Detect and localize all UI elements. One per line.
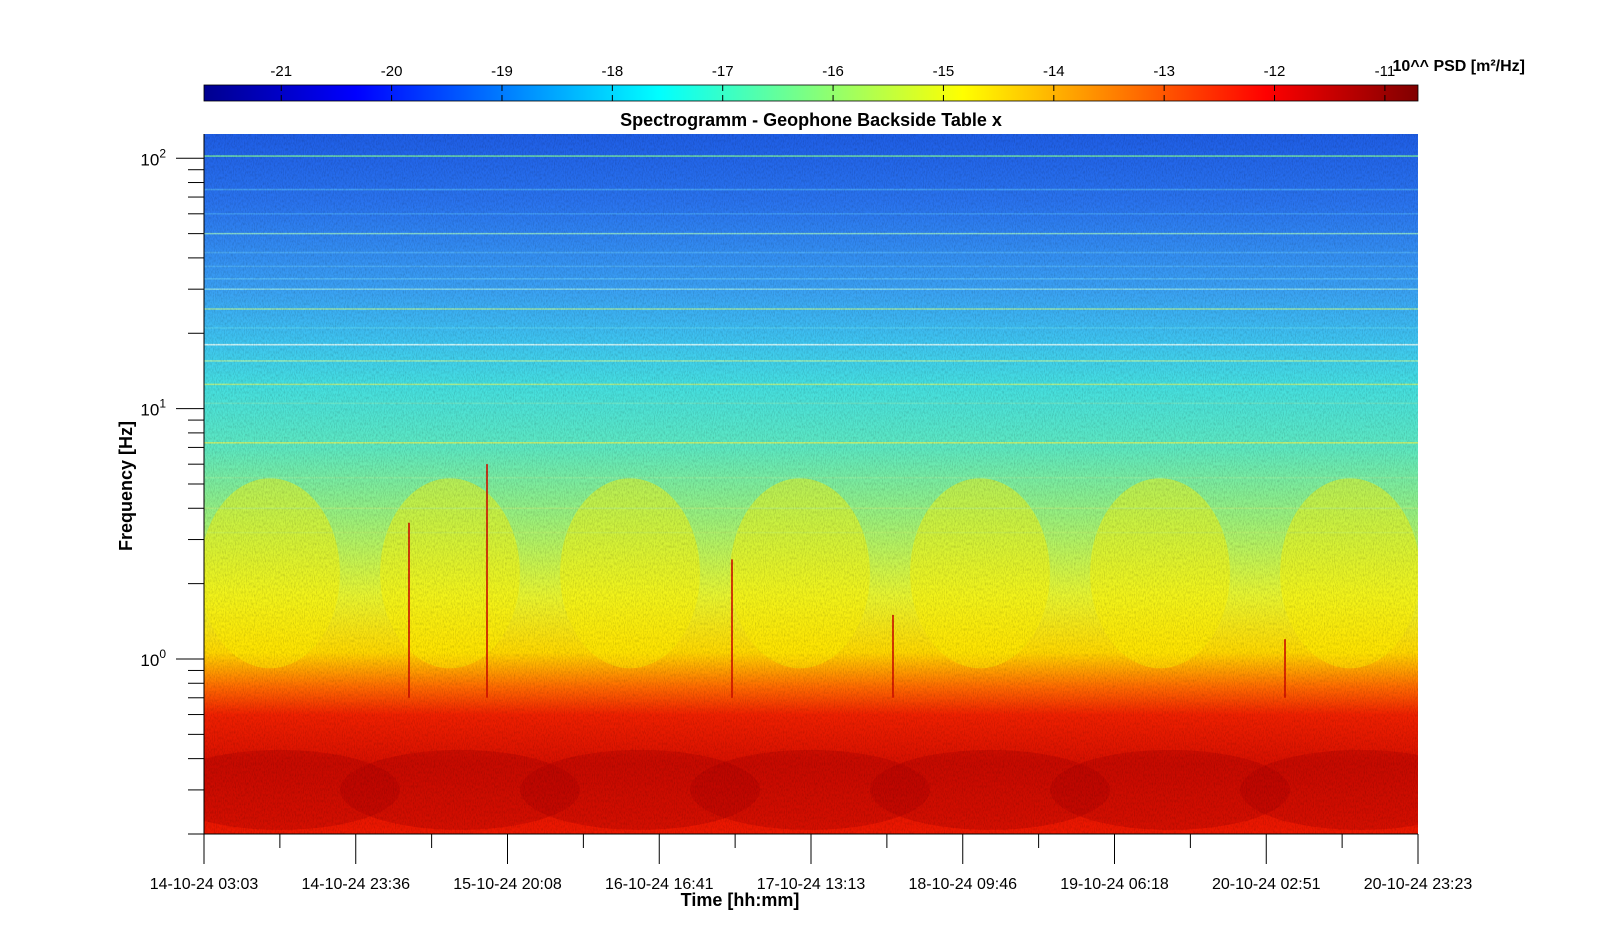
x-axis: 14-10-24 03:03 14-10-24 23:36 15-10-24 20:… (150, 833, 1473, 893)
colorbar-tick-label: -14 (1043, 63, 1065, 80)
colorbar: -21 -20 -19 -18 -17 -16 -15 -14 -13 -12 -11 10^^ P… (203, 58, 1525, 102)
y-tick-label: 100 (140, 647, 166, 670)
colorbar-tick-label: -21 (270, 63, 292, 80)
colorbar-tick-label: -16 (822, 63, 844, 80)
y-axis-label: Frequency [Hz] (116, 421, 136, 551)
x-tick-label: 19-10-24 06:18 (1060, 876, 1169, 893)
x-tick-label: 17-10-24 13:13 (757, 876, 866, 893)
x-tick-label: 14-10-24 23:36 (301, 876, 410, 893)
x-tick-label: 16-10-24 16:41 (605, 876, 714, 893)
colorbar-tick-label: -19 (491, 63, 513, 80)
colorbar-tick-label: -11 (1375, 63, 1396, 80)
colorbar-label: 10^^ PSD [m²/Hz] (1393, 58, 1525, 75)
x-tick-label: 14-10-24 03:03 (150, 876, 259, 893)
y-tick-label: 102 (140, 146, 166, 169)
x-tick-label: 20-10-24 23:23 (1364, 876, 1473, 893)
colorbar-tick-label: -18 (602, 63, 624, 80)
x-tick-label: 15-10-24 20:08 (453, 876, 562, 893)
x-axis-label: Time [hh:mm] (681, 890, 800, 910)
colorbar-tick-label: -17 (712, 63, 734, 80)
colorbar-tick-label: -20 (381, 63, 403, 80)
spectrogram-image (204, 134, 1418, 834)
x-tick-label: 18-10-24 09:46 (908, 876, 1017, 893)
colorbar-ticks: -21 -20 -19 -18 -17 -16 -15 -14 -13 -12 -11 (270, 63, 1395, 101)
chart-title: Spectrogramm - Geophone Backside Table x (620, 110, 1002, 130)
y-tick-label: 101 (140, 397, 166, 420)
colorbar-tick-label: -12 (1264, 63, 1286, 80)
colorbar-gradient (203, 84, 1419, 102)
y-axis: 100 101 102 (140, 134, 205, 835)
x-tick-label: 20-10-24 02:51 (1212, 876, 1321, 893)
colorbar-tick-label: -15 (933, 63, 955, 80)
colorbar-tick-label: -13 (1153, 63, 1175, 80)
